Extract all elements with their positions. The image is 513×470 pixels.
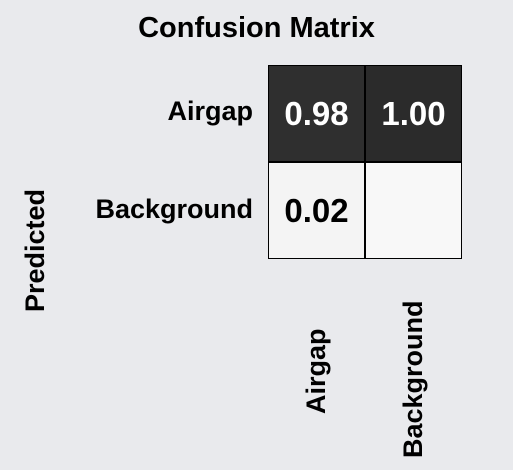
cell-airgap-airgap: 0.98 [268,65,365,162]
cell-background-background [365,162,462,259]
chart-title: Confusion Matrix [138,12,375,44]
y-axis-label: Predicted [20,188,50,312]
cell-airgap-background: 1.00 [365,65,462,162]
cell-background-airgap: 0.02 [268,162,365,259]
row-label-background: Background [95,194,253,224]
row-label-airgap: Airgap [167,96,253,126]
col-label-background: Background [398,300,428,458]
col-label-airgap: Airgap [301,328,331,414]
